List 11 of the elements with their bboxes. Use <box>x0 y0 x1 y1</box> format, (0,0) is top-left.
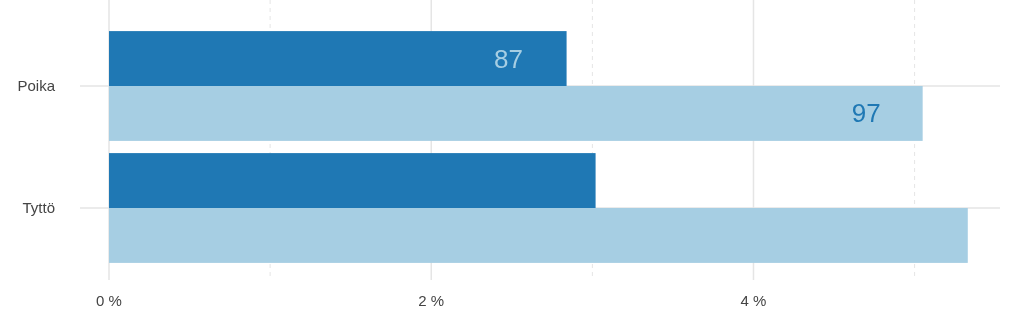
y-tick-label: Tyttö <box>22 199 55 216</box>
x-tick-label: 4 % <box>740 292 767 309</box>
annotation: 97 <box>851 98 881 129</box>
bar <box>109 86 923 141</box>
annotation: 87 <box>494 43 524 74</box>
bar <box>109 153 596 208</box>
bar <box>109 31 567 86</box>
bar <box>109 208 968 263</box>
x-tick-label: 2 % <box>418 292 445 309</box>
y-tick-label: Poika <box>17 77 56 94</box>
x-tick-label: 0 % <box>96 292 122 309</box>
